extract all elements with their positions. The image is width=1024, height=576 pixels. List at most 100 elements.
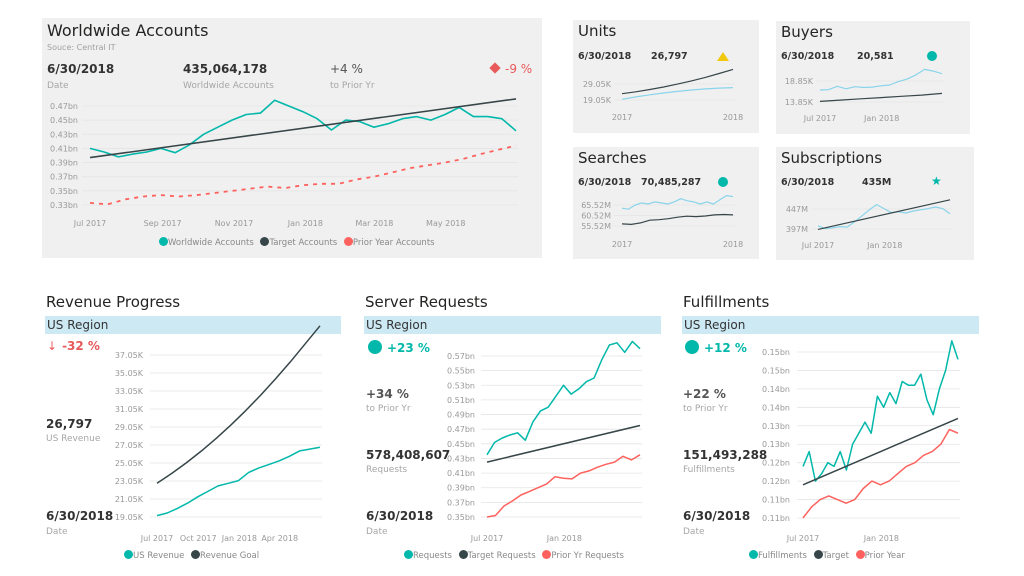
change-value: +4 % bbox=[330, 62, 363, 76]
tile-title: Searches bbox=[578, 149, 647, 167]
date-value: 6/30/2018 bbox=[578, 177, 632, 188]
tile-title: Buyers bbox=[781, 23, 833, 41]
series-line-prior-yr-requests bbox=[486, 454, 641, 518]
tile-title: Fulfillments bbox=[683, 293, 770, 311]
source-label: Souce: Central IT bbox=[47, 43, 116, 52]
searches-value: 70,485,287 bbox=[641, 177, 702, 188]
date-value: 6/30/2018 bbox=[781, 177, 835, 188]
y-tick-label: 21.05K bbox=[115, 495, 144, 504]
legend-dot-icon bbox=[458, 550, 468, 559]
series-line-us-revenue bbox=[156, 446, 321, 517]
date-value: 6/30/2018 bbox=[781, 51, 835, 62]
legend-dot-icon bbox=[124, 550, 133, 559]
x-tick-label: Nov 2017 bbox=[215, 219, 254, 228]
legend-dot-icon bbox=[813, 550, 823, 559]
change-value: +34 % bbox=[366, 387, 409, 401]
arrow-down-icon: ↓ bbox=[47, 339, 58, 353]
subscriptions-tile[interactable] bbox=[776, 147, 974, 260]
requests-label: Requests bbox=[366, 465, 408, 475]
series-line-prior-year bbox=[802, 428, 959, 519]
revenue-label: US Revenue bbox=[46, 434, 101, 444]
status-kpi: +23 % bbox=[368, 340, 430, 355]
series-line-units bbox=[621, 87, 734, 100]
legend-item: Target Accounts bbox=[269, 238, 338, 248]
legend-item: Prior Year Accounts bbox=[352, 238, 435, 248]
y-tick-label: 35.05K bbox=[115, 369, 144, 378]
y-tick-label: 25.05K bbox=[115, 459, 144, 468]
date-value: 6/30/2018 bbox=[683, 509, 751, 523]
y-tick-label: 0.39bn bbox=[50, 159, 78, 168]
accounts-value: 435,064,178 bbox=[183, 62, 268, 76]
y-tick-label: 0.35bn bbox=[447, 513, 475, 522]
legend-dot-icon bbox=[260, 237, 270, 246]
x-tick-label: Jan 2018 bbox=[863, 534, 899, 543]
units-value: 26,797 bbox=[651, 51, 688, 62]
y-tick-label: 0.15bn bbox=[762, 366, 790, 375]
y-tick-label: 29.05K bbox=[583, 80, 612, 89]
status-kpi: ↓ -32 % bbox=[47, 339, 100, 353]
y-tick-label: 0.11bn bbox=[762, 514, 790, 523]
change-value: +22 % bbox=[683, 387, 726, 401]
tile-title: Server Requests bbox=[365, 293, 488, 311]
legend-dot-icon bbox=[749, 550, 758, 559]
revenue-legend: US Revenue Revenue Goal bbox=[120, 550, 259, 561]
revenue-value: 26,797 bbox=[46, 417, 93, 431]
x-tick-label: Jul 2017 bbox=[140, 534, 174, 543]
y-tick-label: 37.05K bbox=[115, 351, 144, 360]
y-tick-label: 0.13bn bbox=[762, 422, 790, 431]
searches-tile[interactable] bbox=[573, 147, 759, 259]
status-kpi: +12 % bbox=[685, 340, 747, 355]
date-label: Date bbox=[683, 527, 705, 537]
series-line-subscriptions bbox=[817, 199, 951, 230]
y-tick-label: 0.57bn bbox=[447, 352, 475, 361]
y-tick-label: 0.11bn bbox=[762, 496, 790, 505]
series-line-buyers bbox=[819, 92, 943, 102]
status-value: +23 % bbox=[387, 341, 430, 355]
series-line-searches bbox=[621, 213, 734, 225]
x-tick-label: Jul 2017 bbox=[470, 534, 504, 543]
x-tick-label: Jan 2018 bbox=[866, 241, 902, 250]
series-line-requests bbox=[486, 340, 641, 456]
y-tick-label: 0.55bn bbox=[447, 367, 475, 376]
y-tick-label: 65.52M bbox=[581, 201, 611, 210]
fulfill-legend: Fulfillments Target Prior Year bbox=[745, 550, 905, 561]
date-label: Date bbox=[47, 81, 69, 91]
y-tick-label: 29.05K bbox=[115, 423, 144, 432]
y-tick-label: 0.14bn bbox=[762, 385, 790, 394]
region-band: US Region bbox=[364, 316, 661, 334]
y-tick-label: 0.51bn bbox=[447, 396, 475, 405]
y-tick-label: 0.33bn bbox=[50, 201, 78, 210]
legend-item: US Revenue bbox=[133, 551, 185, 561]
legend-item: Revenue Goal bbox=[200, 551, 260, 561]
buyers-tile[interactable] bbox=[776, 21, 970, 134]
x-tick-label: Jul 2017 bbox=[803, 114, 837, 123]
fulfillments-value: 151,493,288 bbox=[683, 448, 768, 462]
units-tile[interactable] bbox=[573, 20, 759, 133]
change-label: to Prior Yr bbox=[366, 404, 411, 414]
change-label: to Prior Yr bbox=[683, 404, 728, 414]
legend-item: Target Requests bbox=[467, 551, 536, 561]
server-legend: Requests Target Requests Prior Yr Reques… bbox=[400, 550, 624, 561]
series-line-searches bbox=[621, 195, 734, 210]
legend-item: Target bbox=[822, 551, 849, 561]
y-tick-label: 23.05K bbox=[115, 477, 144, 486]
region-band: US Region bbox=[682, 316, 979, 334]
y-tick-label: 397M bbox=[786, 225, 808, 234]
x-tick-label: 2017 bbox=[612, 240, 632, 249]
worldwide-accounts-tile[interactable] bbox=[42, 18, 542, 258]
y-tick-label: 0.12bn bbox=[762, 459, 790, 468]
legend-item: Prior Yr Requests bbox=[551, 551, 624, 561]
y-tick-label: 0.15bn bbox=[762, 348, 790, 357]
x-tick-label: 2018 bbox=[723, 240, 743, 249]
y-tick-label: 27.05K bbox=[115, 441, 144, 450]
y-tick-label: 0.37bn bbox=[447, 498, 475, 507]
legend-item: Worldwide Accounts bbox=[168, 238, 254, 248]
circle-icon bbox=[927, 51, 937, 61]
y-tick-label: 31.05K bbox=[115, 405, 144, 414]
tile-title: Revenue Progress bbox=[46, 293, 181, 311]
legend-item: Requests bbox=[413, 551, 452, 561]
series-line-prior-year-accounts bbox=[89, 144, 517, 206]
y-tick-label: 0.43bn bbox=[50, 130, 78, 139]
